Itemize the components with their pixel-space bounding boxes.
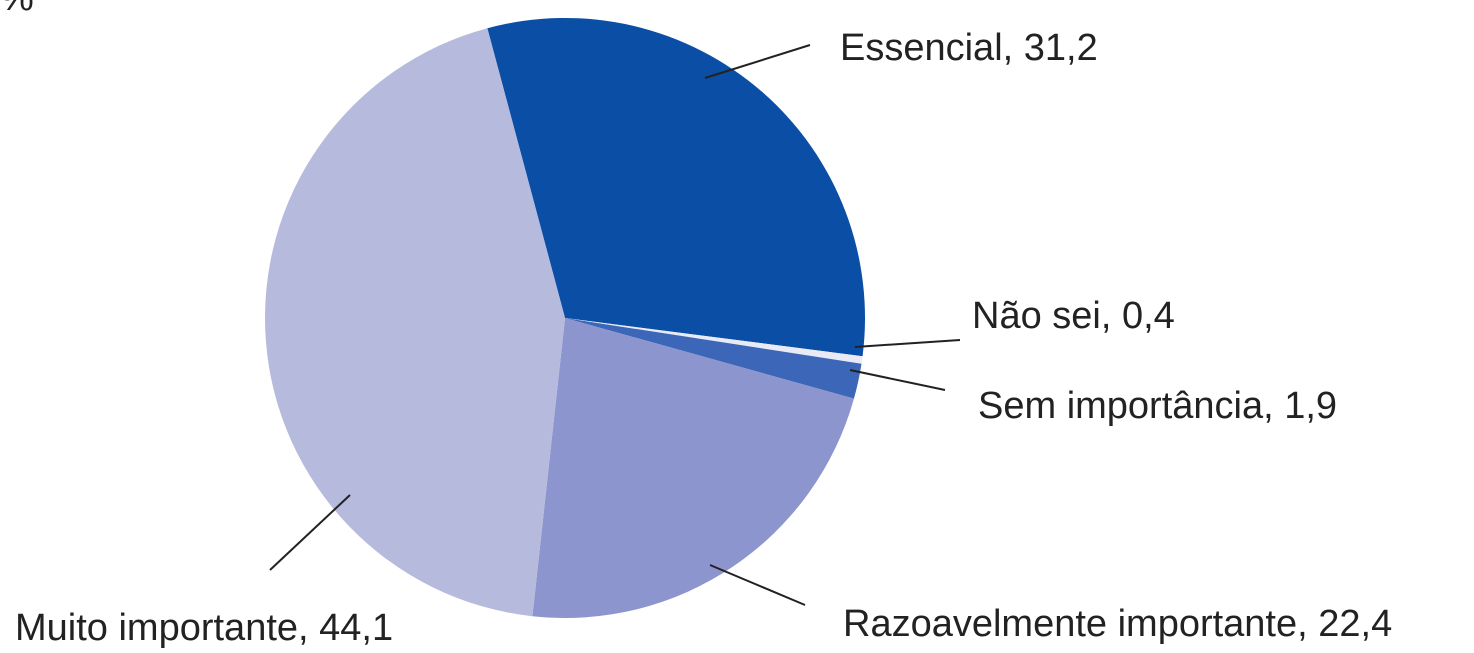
leader-line <box>849 369 946 391</box>
slice-label: Sem importância, 1,9 <box>978 385 1337 427</box>
leader-line <box>854 339 961 348</box>
leader-line <box>269 494 351 571</box>
slice-label: Muito importante, 44,1 <box>15 607 393 649</box>
slice-label: Razoavelmente importante, 22,4 <box>843 603 1392 645</box>
pie-slice <box>532 318 854 618</box>
leader-line <box>709 564 806 606</box>
slice-label: Não sei, 0,4 <box>972 295 1175 337</box>
slice-label: Essencial, 31,2 <box>840 27 1098 69</box>
pie-slice <box>565 318 863 364</box>
unit-label: % <box>0 0 34 19</box>
pie-slice <box>264 28 565 617</box>
pie-slice <box>487 17 865 357</box>
pie-slice <box>565 318 862 399</box>
leader-line <box>704 44 811 79</box>
